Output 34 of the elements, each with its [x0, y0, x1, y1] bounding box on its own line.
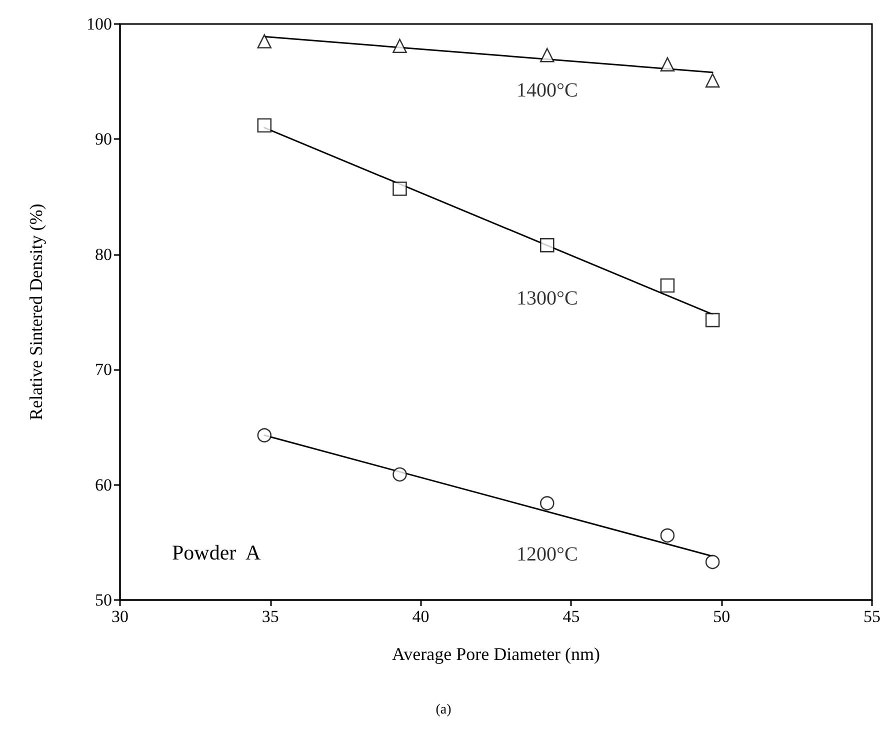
point [705, 312, 720, 328]
annotation: Powder A [172, 540, 262, 564]
point [660, 528, 675, 543]
y-tick-label: 100 [86, 14, 112, 34]
x-tick-label: 40 [412, 607, 430, 626]
point [705, 554, 720, 570]
point [392, 182, 407, 196]
x-tick-label: 30 [112, 607, 128, 626]
point [540, 238, 554, 252]
point [540, 496, 554, 510]
point [660, 278, 675, 293]
text: 1200°C [516, 543, 578, 566]
point [540, 48, 554, 62]
text: 1300°C [516, 287, 578, 310]
x-tick-label: 45 [562, 607, 580, 626]
y-tick-label: 80 [95, 244, 112, 264]
x-axis-title: Average Pore Diameter (nm) [392, 644, 600, 664]
point [392, 38, 407, 54]
point [705, 73, 720, 88]
y-tick-label: 90 [95, 130, 112, 149]
y-tick-label: 70 [95, 360, 112, 380]
text: (a) [436, 702, 452, 718]
y-tick-label: 50 [95, 590, 112, 610]
y-tick-label: 60 [95, 475, 112, 494]
point [257, 34, 272, 48]
x-tick-label: 55 [864, 607, 880, 626]
x-tick-label: 50 [713, 607, 730, 626]
x-tick-label: 35 [262, 607, 279, 626]
point [660, 57, 675, 72]
y-axis-title: Relative Sintered Density (%) [26, 204, 46, 420]
point [257, 118, 272, 133]
point [392, 467, 407, 482]
point [257, 428, 272, 442]
series-label: 1400°C [516, 79, 578, 102]
